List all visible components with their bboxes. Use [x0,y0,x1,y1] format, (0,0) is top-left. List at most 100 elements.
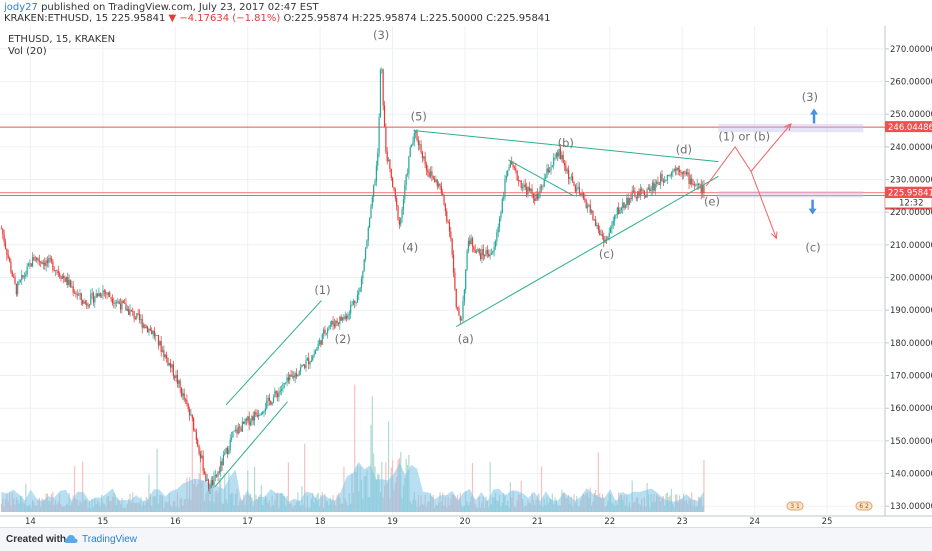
candle-body [0,228,3,230]
volume-bar [670,489,673,512]
quote-change: ▼ −4.17634 (−1.81%) [168,13,281,24]
candle-body [76,294,78,296]
trend-line[interactable] [508,159,574,197]
candle-body [170,362,172,368]
candle-body [383,105,386,128]
volume-legend[interactable]: Vol (20) [8,46,47,57]
candle-body [147,326,149,333]
candle-body [48,258,50,263]
candle-body [90,294,92,305]
y-tick-label: 130.00000 [890,502,932,512]
candle-body [71,286,73,288]
wave-label[interactable]: (1) or (b) [718,129,770,143]
wave-label[interactable]: (d) [676,142,692,156]
candle-body [256,414,258,417]
candle-body [134,318,137,320]
tradingview-brand[interactable]: TradingView [82,534,138,545]
candle-body [110,297,112,299]
candle-body [148,328,150,333]
projection-path[interactable] [750,171,777,239]
candle-body [573,181,575,186]
candle-body [618,207,620,214]
candle-body [132,310,134,312]
candle-body [423,156,425,159]
candle-body [201,455,203,459]
candle-body [10,261,12,272]
wave-label[interactable]: (2) [335,332,351,346]
candle-body [673,169,675,172]
candle-body [130,309,132,311]
candle-body [36,257,38,261]
events-flag-icon[interactable]: 3 1 [786,501,804,511]
trend-line[interactable] [456,175,719,327]
candle-body [482,248,484,256]
symbol-legend[interactable]: ETHUSD, 15, KRAKEN [8,34,116,45]
candle-body [67,276,69,286]
candle-body [115,302,118,303]
volume-bar [471,463,474,512]
candle-body [121,300,123,310]
candle-body [220,461,222,472]
candle-body [505,175,507,180]
candle-body [373,185,375,197]
candle-body [400,217,402,225]
wave-label[interactable]: (5) [411,110,427,124]
candle-body [562,154,564,164]
candle-body [197,440,199,446]
candle-body [678,170,681,172]
candle-body [285,382,287,384]
y-tick-label: 230.00000 [890,176,932,186]
candle-body [144,324,146,328]
wave-label[interactable]: (b) [558,136,574,150]
candle-body [520,180,522,188]
candle-body [381,69,383,71]
candle-body [339,316,341,325]
wave-label[interactable]: (c) [599,247,614,261]
candle-body [271,402,273,405]
candle-body [125,303,127,311]
candle-body [304,365,306,368]
candle-body [658,183,660,185]
candle-body [175,374,177,378]
trend-line[interactable] [413,130,719,163]
candle-body [614,215,616,221]
candle-body [665,180,667,181]
wave-label[interactable]: (3) [373,28,389,42]
candle-body [458,308,460,316]
wave-label[interactable]: (3) [802,90,818,104]
candle-body [493,247,495,252]
projection-path[interactable] [705,123,792,187]
wave-label[interactable]: (e) [704,195,720,209]
candle-body [428,172,430,177]
candle-body [320,340,322,345]
trend-line[interactable] [214,401,288,487]
candle-body [237,427,239,434]
wave-label[interactable]: (1) [314,283,330,297]
candle-body [513,167,516,169]
candle-body [535,193,537,201]
wave-label[interactable]: (a) [458,332,474,346]
candle-body [258,414,260,417]
candle-body [50,258,53,262]
events-flag-icon[interactable]: 6 2 [855,501,873,511]
candle-body [282,383,284,389]
x-tick-label: 24 [749,517,760,527]
candle-body [386,151,388,162]
trend-line[interactable] [225,300,322,406]
candle-body [141,319,143,328]
candle-body [619,210,621,214]
candle-body [511,161,513,165]
wave-label[interactable]: (c) [805,240,820,254]
candle-body [438,183,440,187]
author-link[interactable]: jody27 [4,2,38,13]
candle-body [603,236,605,243]
svg-text:6 2: 6 2 [859,503,869,510]
candle-body [230,437,233,440]
candle-body [86,303,88,306]
candle-body [157,335,160,346]
wave-label[interactable]: (4) [402,240,418,254]
candle-body [244,418,246,424]
candle-body [596,225,598,227]
